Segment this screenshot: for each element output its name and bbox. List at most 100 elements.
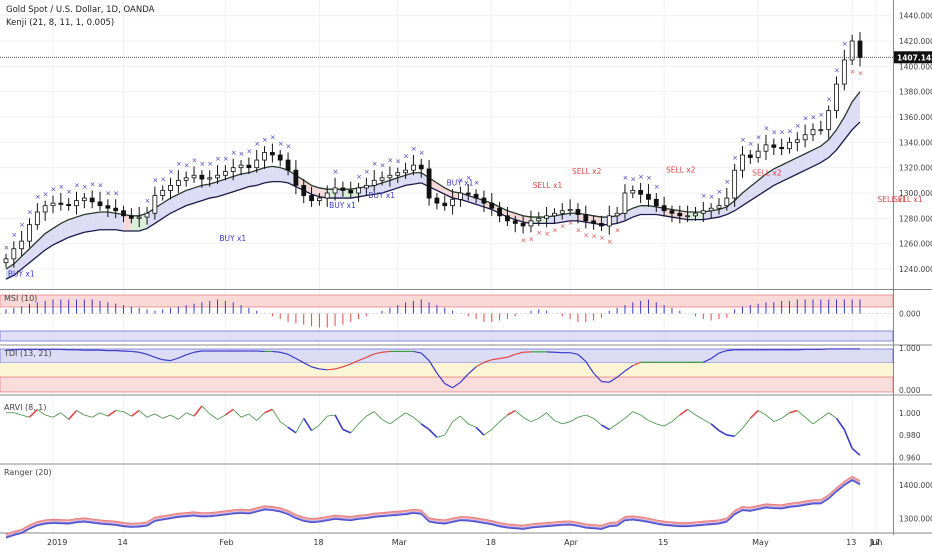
arvi-line bbox=[468, 424, 476, 427]
ranger-line bbox=[6, 479, 860, 537]
candle-body bbox=[67, 204, 71, 205]
candle-body bbox=[223, 171, 227, 175]
candle-body bbox=[568, 209, 572, 210]
candle-body bbox=[756, 151, 760, 157]
candle-body bbox=[740, 155, 744, 170]
arvi-line bbox=[562, 422, 570, 424]
candle-body bbox=[513, 221, 517, 224]
arvi-line bbox=[45, 415, 53, 417]
candle-body bbox=[576, 209, 580, 214]
buy-marker: × bbox=[286, 142, 292, 150]
candle-body bbox=[521, 223, 525, 226]
candle-body bbox=[341, 188, 345, 191]
arvi-line bbox=[625, 412, 633, 419]
arvi-line bbox=[484, 430, 492, 436]
tdi-tick-label: 1.000 bbox=[899, 344, 921, 353]
arvi-line bbox=[782, 413, 790, 419]
buy-marker: × bbox=[74, 182, 80, 190]
arvi-line bbox=[453, 416, 461, 422]
candle-body bbox=[380, 178, 384, 181]
x-tick-label: Mar bbox=[392, 538, 408, 547]
arvi-line bbox=[257, 413, 265, 421]
sell-marker: × bbox=[575, 226, 581, 234]
arvi-line bbox=[813, 418, 821, 424]
arvi-line bbox=[382, 419, 390, 423]
band-fill bbox=[265, 166, 273, 182]
ranger-line bbox=[6, 480, 860, 538]
buy-marker: × bbox=[11, 231, 17, 239]
arvi-line bbox=[225, 409, 233, 415]
candle-body bbox=[545, 216, 549, 219]
arvi-line bbox=[547, 413, 555, 421]
buy-marker: × bbox=[701, 192, 707, 200]
buy-marker: × bbox=[646, 174, 652, 182]
sell-marker: × bbox=[615, 226, 621, 234]
candle-body bbox=[787, 142, 791, 148]
arvi-title: ARVI (8, 1) bbox=[4, 403, 46, 412]
x-tick-label: May bbox=[752, 538, 769, 547]
candle-body bbox=[670, 211, 674, 214]
candle-body bbox=[662, 206, 666, 211]
arvi-line bbox=[852, 448, 860, 455]
arvi-line bbox=[194, 406, 202, 416]
arvi-line bbox=[429, 430, 437, 438]
arvi-line bbox=[108, 411, 116, 417]
arvi-line bbox=[241, 414, 249, 417]
arvi-line bbox=[327, 415, 335, 416]
arvi-line bbox=[507, 411, 515, 415]
arvi-line bbox=[131, 411, 139, 417]
arvi-line bbox=[406, 413, 414, 417]
buy-marker: × bbox=[278, 140, 284, 148]
arvi-line bbox=[609, 424, 617, 430]
candle-body bbox=[310, 196, 314, 201]
arvi-line bbox=[202, 406, 210, 414]
candle-body bbox=[176, 180, 180, 185]
buy-marker: × bbox=[27, 208, 33, 216]
candle-body bbox=[396, 173, 400, 176]
buy-marker: × bbox=[810, 113, 816, 121]
band-fill bbox=[272, 166, 280, 181]
arvi-line bbox=[359, 416, 367, 424]
tdi-tick-label: 0.000 bbox=[899, 386, 921, 395]
arvi-line bbox=[586, 415, 594, 418]
arvi-line bbox=[680, 409, 688, 415]
arvi-line bbox=[374, 412, 382, 420]
candle-body bbox=[411, 165, 415, 170]
candle-body bbox=[247, 165, 251, 168]
arvi-line bbox=[218, 415, 226, 419]
tdi-line bbox=[131, 351, 139, 352]
tdi-mid-zone bbox=[0, 363, 893, 377]
candle-body bbox=[443, 203, 447, 206]
candle-body bbox=[560, 211, 564, 214]
buy-marker: × bbox=[199, 160, 205, 168]
buy-marker: × bbox=[215, 155, 221, 163]
candle-body bbox=[686, 216, 690, 217]
buy-marker: × bbox=[231, 149, 237, 157]
candle-body bbox=[498, 208, 502, 216]
buy-marker: × bbox=[176, 160, 182, 168]
candle-body bbox=[302, 185, 306, 195]
price-tick-label: 1440.000 bbox=[899, 12, 932, 21]
arvi-line bbox=[570, 417, 578, 421]
price-tick-label: 1400.000 bbox=[899, 62, 932, 71]
arvi-line bbox=[178, 413, 186, 420]
tdi-line bbox=[163, 360, 171, 361]
arvi-line bbox=[84, 415, 92, 417]
sell-marker: × bbox=[521, 237, 527, 245]
candle-body bbox=[733, 170, 737, 198]
candle-body bbox=[43, 206, 47, 212]
buy-marker: × bbox=[834, 66, 840, 74]
arvi-line bbox=[155, 414, 163, 418]
candle-body bbox=[4, 259, 8, 263]
buy-marker: × bbox=[474, 179, 480, 187]
candle-body bbox=[529, 221, 533, 226]
candle-body bbox=[114, 208, 118, 211]
buy-signal-label: BUY x1 bbox=[368, 191, 395, 200]
buy-marker: × bbox=[748, 140, 754, 148]
arvi-line bbox=[703, 419, 711, 423]
buy-marker: × bbox=[411, 145, 417, 153]
candle-body bbox=[325, 193, 329, 198]
tdi-title: TDI (13, 21) bbox=[3, 349, 52, 358]
arvi-line bbox=[766, 415, 774, 422]
candle-body bbox=[466, 193, 470, 194]
